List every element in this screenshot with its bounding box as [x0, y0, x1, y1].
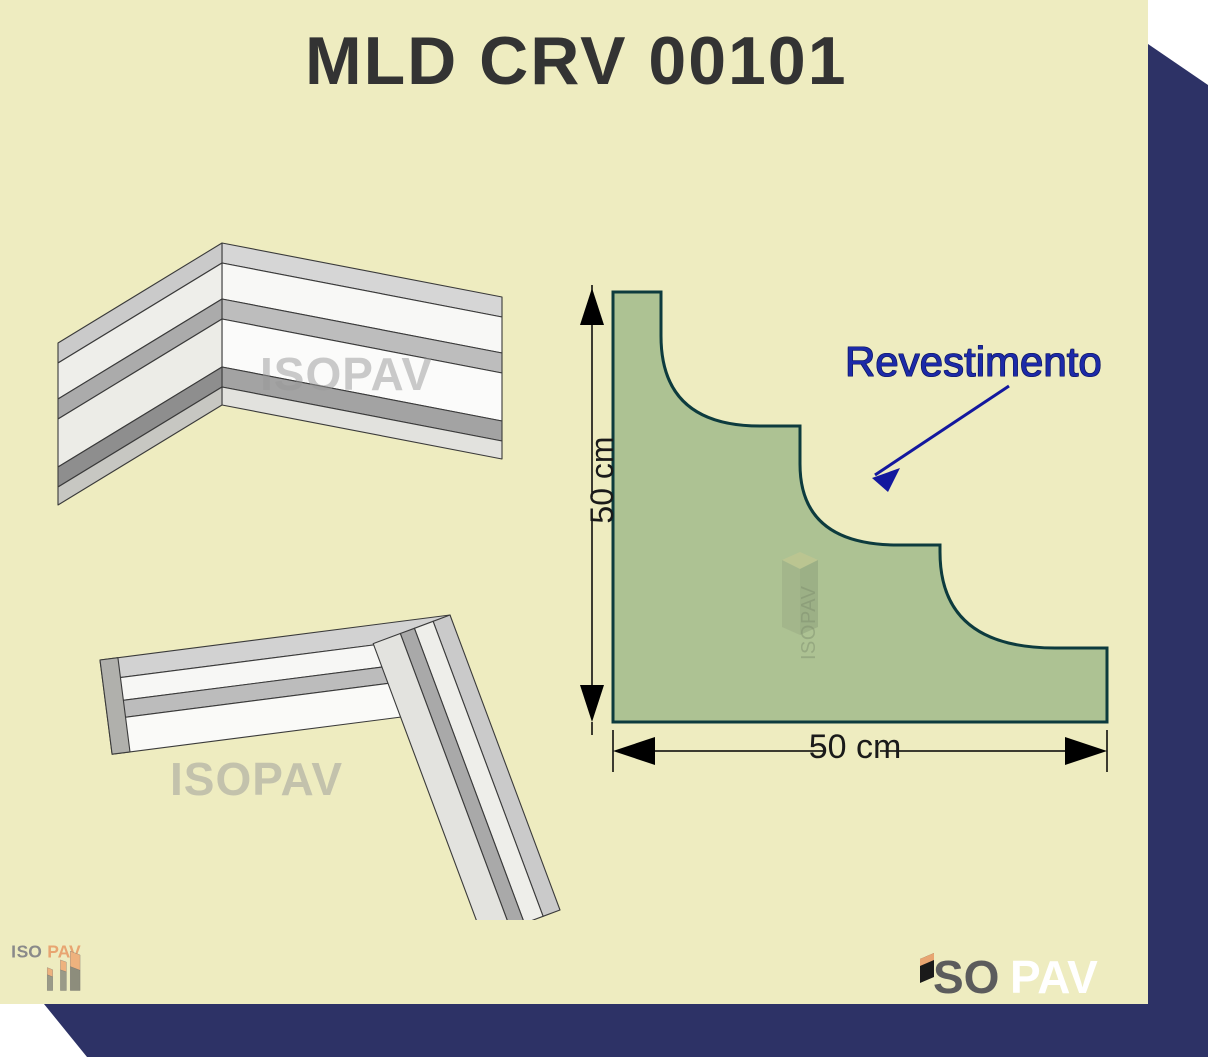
svg-text:ISOPAV: ISOPAV — [260, 348, 433, 400]
svg-text:SO: SO — [17, 942, 42, 962]
svg-text:PAV: PAV — [1010, 953, 1098, 1003]
svg-text:I: I — [11, 942, 16, 962]
svg-text:SO: SO — [933, 953, 999, 1003]
svg-text:ISOPAV: ISOPAV — [170, 753, 343, 805]
svg-text:ISOPAV: ISOPAV — [798, 585, 820, 660]
